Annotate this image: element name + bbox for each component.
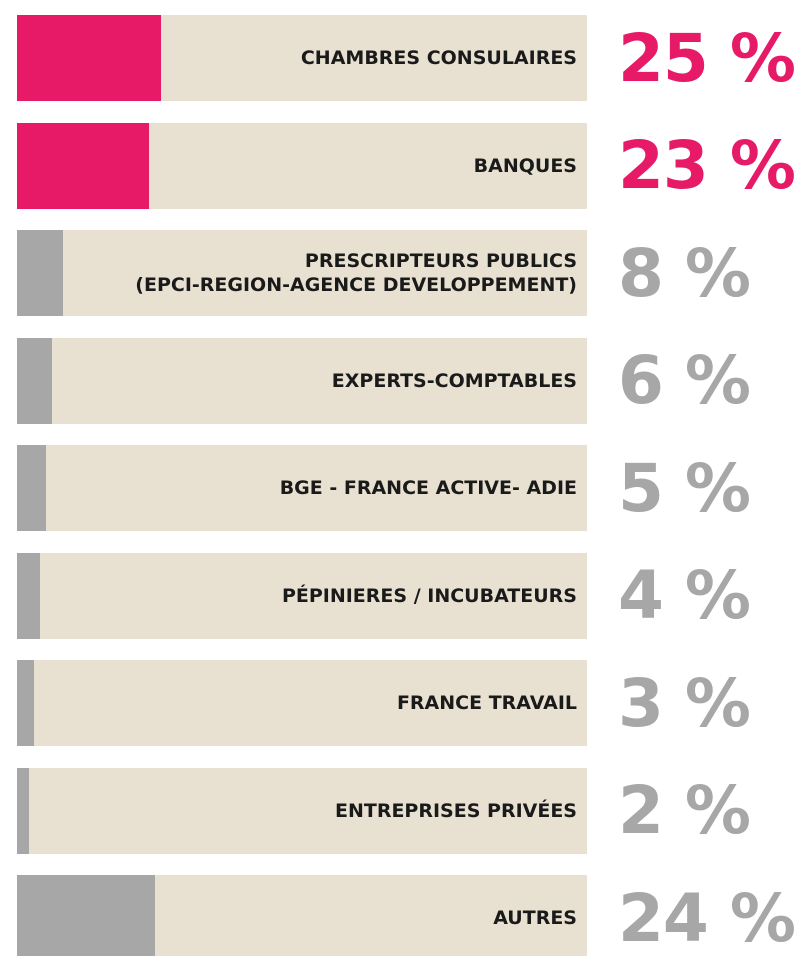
bar [17,445,46,531]
value-label: 23 % [618,127,796,204]
value-label: 8 % [618,234,751,312]
bar [17,552,41,639]
value-label: 2 % [618,772,751,849]
value-label: 6 % [618,342,751,419]
bar [17,875,156,956]
bar [17,337,52,424]
value-label: 3 % [618,664,751,742]
bar-label: BGE - FRANCE ACTIVE- ADIE [279,477,577,499]
bar-track [17,660,587,746]
bar [17,660,35,746]
bar-track [17,552,587,639]
bar-label: PRESCRIPTEURS PUBLICS (EPCI-REGION-AGENC… [135,250,577,296]
bar-label: EXPERTS-COMPTABLES [331,369,577,392]
bar [17,122,150,209]
value-label: 25 % [618,19,796,97]
bar-label: BANQUES [473,154,577,177]
bar-track [17,767,587,854]
bar-track [17,230,587,316]
bar-label: FRANCE TRAVAIL [396,692,577,714]
bar [17,230,64,316]
bar-track [17,445,587,531]
value-label: 24 % [618,879,796,956]
bar [17,767,29,854]
value-label: 5 % [618,449,751,527]
bar-label: CHAMBRES CONSULAIRES [300,47,577,69]
bar-track [17,337,587,424]
bar-label: ENTREPRISES PRIVÉES [334,799,577,822]
bar-label: AUTRES [493,907,577,929]
bar [17,15,161,101]
value-label: 4 % [618,557,751,634]
bar-label: PÉPINIERES / INCUBATEURS [281,584,577,607]
